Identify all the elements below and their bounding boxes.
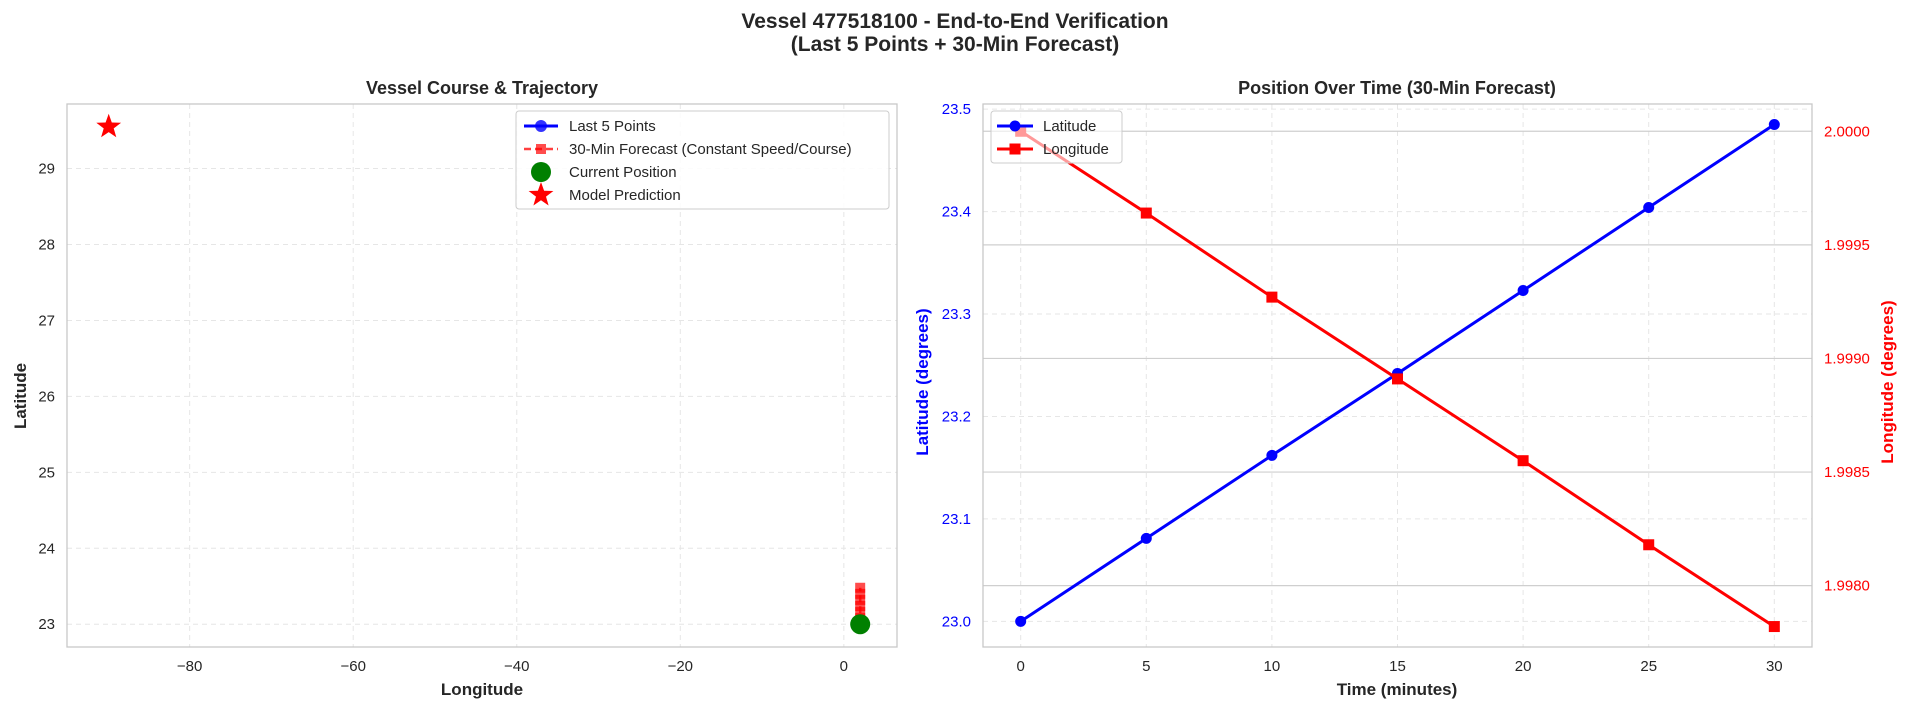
trajectory-marks bbox=[96, 113, 871, 635]
time-legend: Latitude Longitude bbox=[990, 110, 1123, 164]
longitude-point bbox=[1768, 621, 1780, 633]
legend-label-current-position: Current Position bbox=[569, 164, 677, 181]
longitude-tick-label: 2.0000 bbox=[1824, 123, 1870, 140]
trajectory-chart-title: Vessel Course & Trajectory bbox=[366, 78, 598, 98]
legend-box bbox=[515, 110, 890, 210]
x-tick-label: 20 bbox=[1515, 658, 1532, 675]
trajectory-legend: Last 5 Points 30-Min Forecast (Constant S… bbox=[515, 110, 890, 210]
trajectory-ticks: −80 −60 −40 −20 0 23 24 25 26 27 28 29 bbox=[38, 161, 848, 675]
x-tick-label: 25 bbox=[1640, 658, 1657, 675]
trajectory-x-axis-label: Longitude bbox=[441, 680, 523, 699]
latitude-point bbox=[1517, 284, 1529, 296]
x-tick-label: −40 bbox=[504, 658, 529, 675]
legend-label-longitude: Longitude bbox=[1043, 141, 1109, 158]
forecast-point bbox=[855, 600, 866, 611]
y-tick-label: 25 bbox=[38, 464, 55, 481]
y-tick-label: 28 bbox=[38, 236, 55, 253]
time-ticks: 0 5 10 15 20 25 30 23.0 23.1 23.2 23.3 23.4 23.5 1.99… bbox=[942, 101, 1870, 675]
latitude-tick-label: 23.2 bbox=[942, 408, 971, 425]
longitude-point bbox=[1266, 291, 1278, 303]
time-plot-frame bbox=[982, 103, 1813, 648]
latitude-tick-label: 23.1 bbox=[942, 511, 971, 528]
figure-title-line-1: Vessel 477518100 - End-to-End Verificati… bbox=[741, 10, 1168, 33]
x-tick-label: 10 bbox=[1264, 658, 1281, 675]
longitude-point bbox=[1643, 539, 1655, 551]
x-tick-label: 30 bbox=[1766, 658, 1783, 675]
legend-label-latitude: Latitude bbox=[1043, 118, 1096, 135]
legend-marker-latitude bbox=[1009, 120, 1021, 132]
y-tick-label: 23 bbox=[38, 616, 55, 633]
legend-marker-current-position bbox=[531, 162, 551, 182]
x-tick-label: 0 bbox=[1017, 658, 1025, 675]
figure-title-line-2: (Last 5 Points + 30-Min Forecast) bbox=[791, 33, 1120, 56]
legend-label-last-points: Last 5 Points bbox=[569, 118, 656, 135]
latitude-tick-label: 23.5 bbox=[942, 101, 971, 118]
longitude-tick-label: 1.9980 bbox=[1824, 578, 1870, 595]
latitude-point bbox=[1266, 449, 1278, 461]
x-tick-label: 0 bbox=[840, 658, 848, 675]
x-tick-label: 5 bbox=[1142, 658, 1150, 675]
legend-marker-last-points bbox=[535, 120, 547, 132]
longitude-point bbox=[1392, 373, 1403, 385]
trajectory-plot-frame bbox=[66, 103, 898, 648]
latitude-axis-label: Latitude (degrees) bbox=[913, 308, 932, 455]
latitude-point bbox=[1015, 615, 1027, 627]
latitude-tick-label: 23.3 bbox=[942, 306, 971, 323]
latitude-point bbox=[1643, 201, 1655, 213]
time-marks bbox=[1015, 118, 1780, 633]
x-tick-label: −80 bbox=[177, 658, 202, 675]
y-tick-label: 29 bbox=[38, 161, 55, 178]
current-position-point bbox=[850, 614, 871, 635]
y-tick-label: 27 bbox=[38, 312, 55, 329]
x-tick-label: −20 bbox=[668, 658, 693, 675]
latitude-tick-label: 23.4 bbox=[942, 204, 971, 221]
latitude-tick-label: 23.0 bbox=[942, 613, 971, 630]
time-x-axis-label: Time (minutes) bbox=[1337, 680, 1458, 699]
model-prediction-point bbox=[96, 113, 122, 138]
longitude-tick-label: 1.9985 bbox=[1824, 464, 1870, 481]
forecast-point bbox=[855, 588, 866, 599]
latitude-point bbox=[1140, 532, 1152, 544]
forecast-point bbox=[855, 582, 866, 593]
position-over-time-chart: 0 5 10 15 20 25 30 23.0 23.1 23.2 23.3 23.4 23.5 1.99… bbox=[913, 78, 1897, 699]
legend-label-model-prediction: Model Prediction bbox=[569, 187, 681, 204]
y-tick-label: 26 bbox=[38, 388, 55, 405]
x-tick-label: −60 bbox=[340, 658, 365, 675]
longitude-point bbox=[1517, 455, 1529, 467]
time-chart-title: Position Over Time (30-Min Forecast) bbox=[1238, 78, 1556, 98]
longitude-axis-label: Longitude (degrees) bbox=[1878, 300, 1897, 463]
y-tick-label: 24 bbox=[38, 540, 55, 557]
legend-marker-longitude bbox=[1009, 143, 1021, 155]
forecast-point bbox=[855, 607, 866, 618]
latitude-point bbox=[1768, 118, 1780, 130]
legend-label-forecast: 30-Min Forecast (Constant Speed/Course) bbox=[569, 141, 852, 158]
trajectory-y-axis-label: Latitude bbox=[11, 363, 30, 429]
x-tick-label: 15 bbox=[1389, 658, 1406, 675]
legend-marker-model-prediction bbox=[528, 182, 554, 206]
trajectory-chart: −80 −60 −40 −20 0 23 24 25 26 27 28 29 Vessel Cours… bbox=[11, 78, 898, 699]
longitude-tick-label: 1.9995 bbox=[1824, 237, 1870, 254]
longitude-tick-label: 1.9990 bbox=[1824, 350, 1870, 367]
forecast-point bbox=[855, 594, 866, 605]
time-grid bbox=[983, 104, 1812, 647]
legend-marker-forecast bbox=[536, 144, 546, 154]
longitude-point bbox=[1140, 207, 1152, 219]
